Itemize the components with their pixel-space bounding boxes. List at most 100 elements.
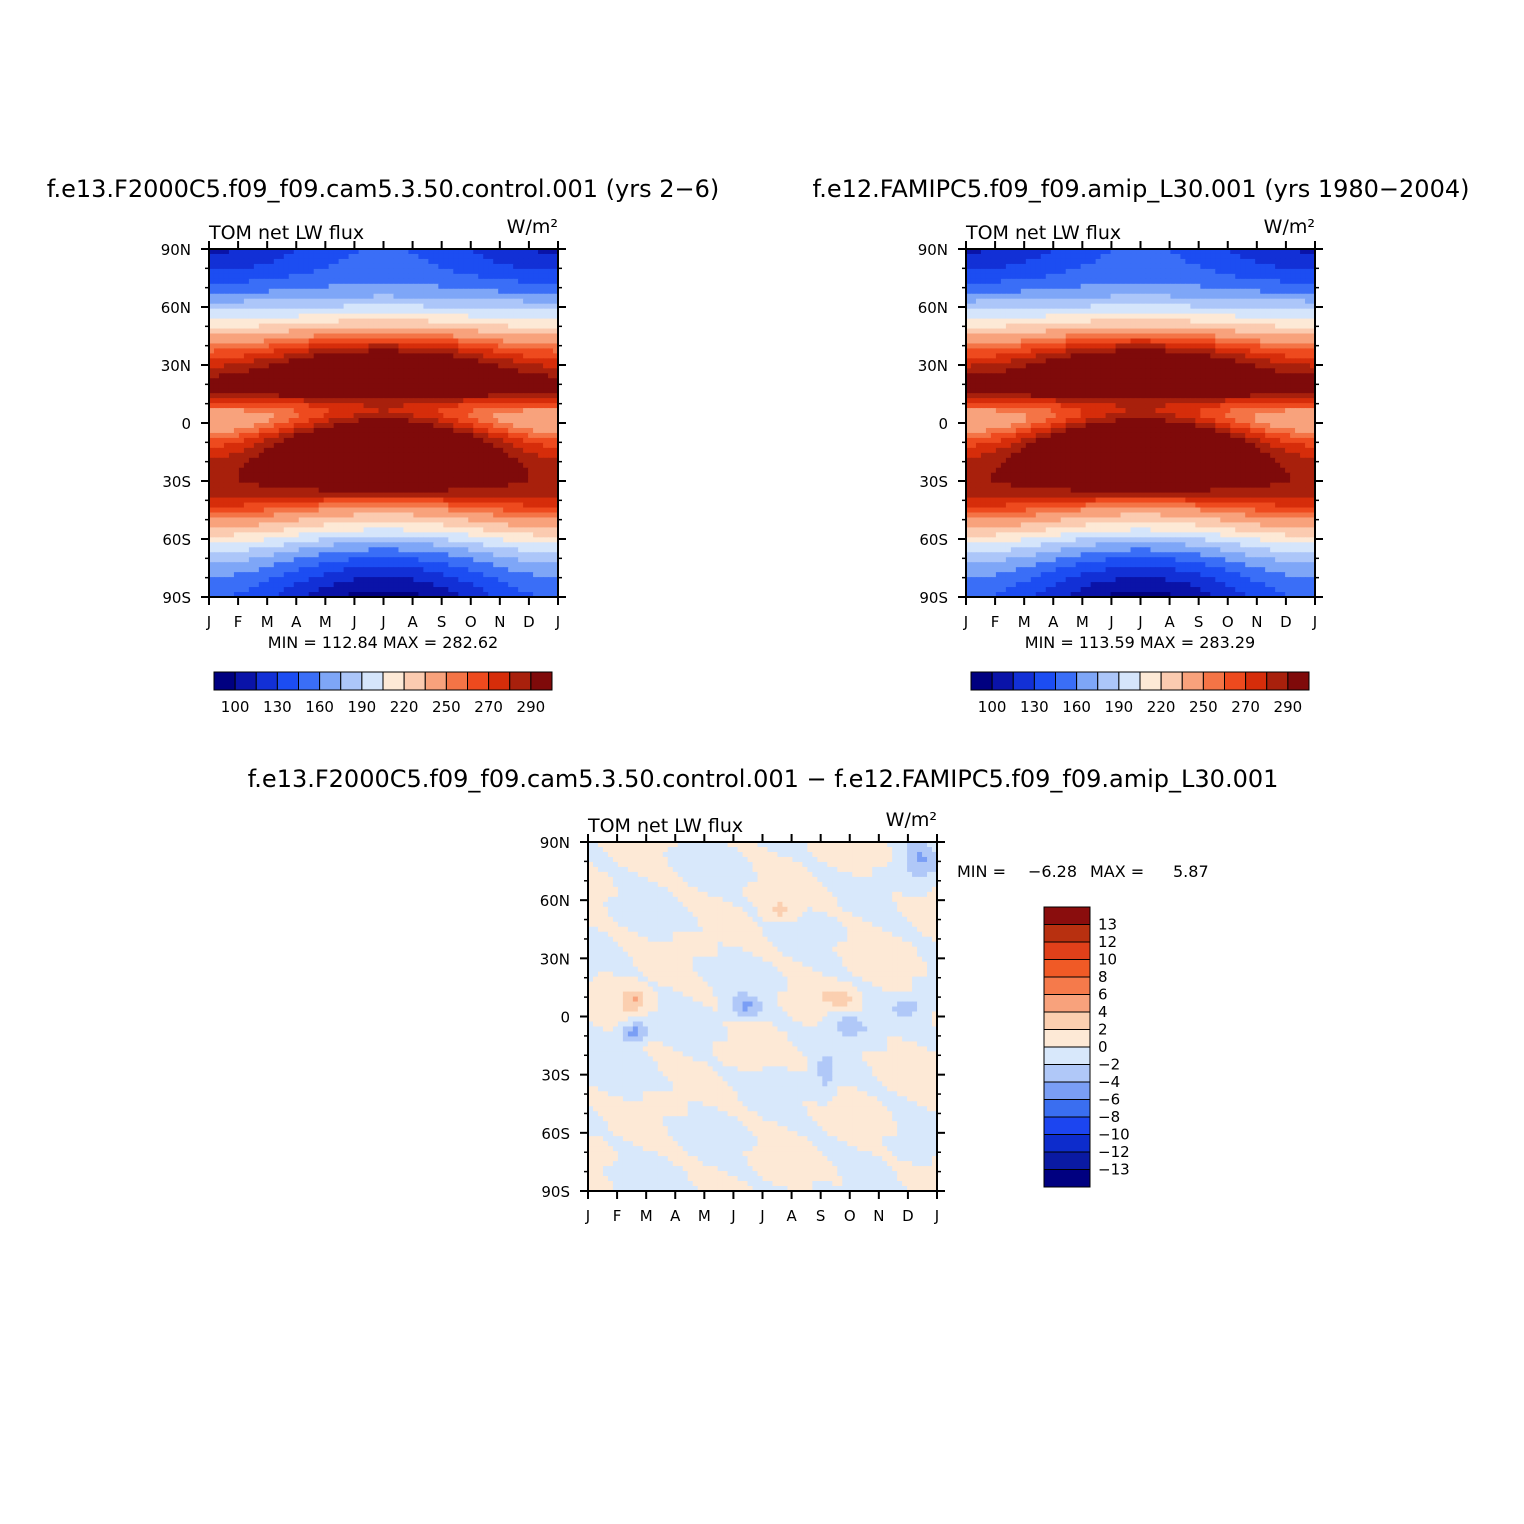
contour-cell (218, 338, 225, 345)
contour-cell (288, 472, 295, 479)
contour-cell (343, 413, 350, 419)
contour-cell (228, 423, 235, 429)
contour-cell (248, 383, 255, 389)
contour-cell (543, 273, 549, 280)
contour-cell (273, 388, 280, 394)
contour-cell (383, 437, 390, 444)
contour-cell (283, 522, 290, 528)
contour-cell (383, 537, 390, 543)
contour-cell (513, 363, 519, 369)
contour-cell (228, 437, 235, 444)
contour-cell (363, 348, 370, 354)
contour-cell (393, 582, 400, 588)
contour-cell (503, 552, 509, 558)
contour-cell (428, 263, 434, 270)
contour-cell (323, 462, 330, 469)
contour-cell (248, 283, 255, 290)
contour-cell (323, 363, 330, 369)
contour-cell (248, 577, 255, 583)
contour-cell (288, 567, 295, 573)
contour-cell (248, 278, 255, 285)
contour-cell (273, 507, 280, 514)
contour-cell (298, 457, 305, 464)
contour-cell (458, 253, 464, 260)
contour-cell (463, 552, 469, 558)
contour-cell (518, 348, 524, 354)
contour-cell (223, 273, 230, 280)
contour-cell (488, 418, 494, 424)
contour-cell (418, 283, 424, 290)
contour-cell (423, 353, 429, 359)
contour-cell (283, 253, 290, 260)
contour-cell (293, 283, 300, 290)
contour-cell (503, 447, 509, 454)
contour-cell (478, 318, 484, 325)
contour-cell (458, 393, 464, 399)
contour-cell (233, 258, 240, 265)
contour-cell (353, 263, 360, 270)
contour-cell (373, 408, 380, 414)
contour-cell (453, 547, 459, 553)
contour-cell (1075, 249, 1082, 255)
contour-cell (268, 527, 275, 533)
contour-cell (313, 457, 320, 464)
contour-cell (313, 552, 320, 558)
contour-cell (518, 368, 524, 374)
contour-cell (368, 283, 375, 290)
contour-cell (209, 527, 215, 533)
contour-cell (283, 592, 290, 597)
contour-cell (223, 363, 230, 369)
contour-cell (418, 467, 424, 474)
contour-cell (303, 363, 310, 369)
contour-cell (363, 442, 370, 449)
contour-cell (438, 383, 444, 389)
contour-cell (508, 477, 514, 484)
contour-cell (343, 263, 350, 270)
contour-cell (273, 308, 280, 315)
contour-cell (483, 318, 489, 325)
contour-cell (298, 452, 305, 459)
contour-cell (358, 293, 365, 300)
contour-cell (990, 253, 997, 260)
contour-cell (258, 348, 265, 354)
contour-cell (458, 388, 464, 394)
contour-cell (248, 398, 255, 404)
contour-cell (518, 268, 524, 275)
contour-cell (428, 378, 434, 384)
contour-cell (538, 368, 544, 374)
contour-cell (333, 482, 340, 489)
contour-cell (433, 418, 439, 424)
contour-cell (338, 378, 345, 384)
contour-cell (393, 288, 400, 295)
contour-cell (438, 413, 444, 419)
contour-cell (268, 492, 275, 499)
contour-cell (418, 507, 424, 514)
contour-cell (333, 258, 340, 265)
contour-cell (468, 249, 474, 255)
contour-cell (493, 457, 499, 464)
contour-cell (298, 557, 305, 563)
contour-cell (493, 333, 499, 340)
contour-cell (553, 467, 558, 474)
contour-cell (453, 507, 459, 514)
contour-cell (353, 552, 360, 558)
contour-cell (498, 517, 504, 524)
contour-cell (508, 338, 514, 345)
contour-cell (488, 308, 494, 315)
contour-cell (488, 423, 494, 429)
contour-cell (413, 408, 419, 414)
contour-cell (438, 557, 444, 563)
contour-cell (323, 313, 330, 320)
contour-cell (358, 318, 365, 325)
contour-cell (298, 437, 305, 444)
contour-cell (398, 477, 405, 484)
contour-cell (323, 293, 330, 300)
contour-cell (363, 318, 370, 325)
contour-cell (483, 497, 489, 504)
contour-cell (348, 552, 355, 558)
contour-cell (383, 592, 390, 597)
contour-cell (498, 532, 504, 538)
contour-cell (433, 502, 439, 509)
contour-cell (358, 502, 365, 509)
contour-cell (313, 452, 320, 459)
